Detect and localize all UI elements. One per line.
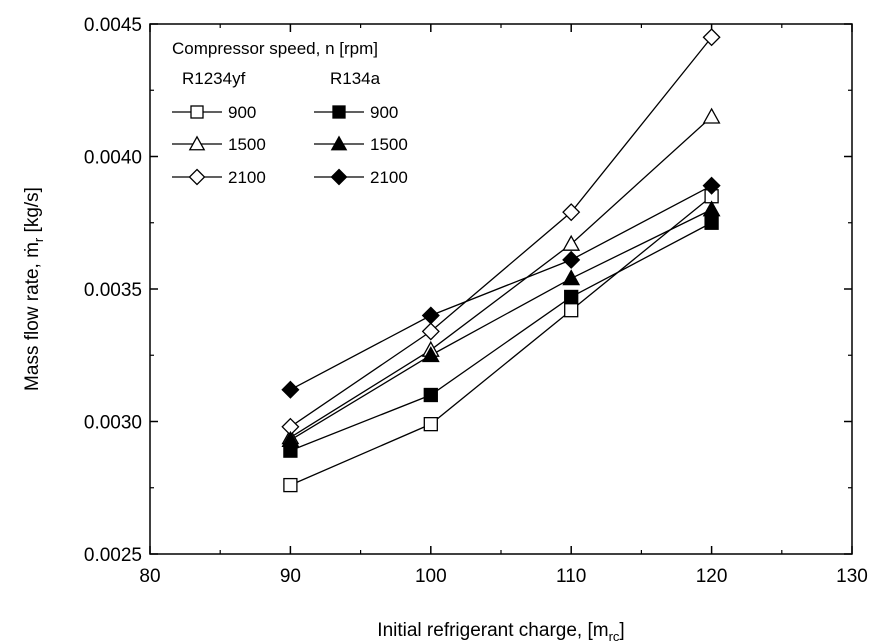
legend-header-r1234yf: R1234yf <box>182 69 246 88</box>
axis-ticks: 80 90 100 110 120 130 0.0025 0.0030 0.0035 0.0040… <box>84 15 868 587</box>
x-axis-title: Initial refrigerant charge, [mrc] <box>377 620 624 644</box>
data-point-r134a-1500 <box>702 200 721 217</box>
data-point-r134a-1500 <box>562 269 581 286</box>
legend-header-r134a: R134a <box>330 69 381 88</box>
data-point-r1234yf-1500 <box>562 234 581 251</box>
x-axis-title-main: Initial refrigerant charge, [m <box>377 620 608 641</box>
legend-label-r1234yf-900: 900 <box>228 103 256 122</box>
series-line-r1234yf-900 <box>290 195 713 486</box>
data-point-r134a-1500 <box>421 346 440 363</box>
data-point-r134a-1500 <box>281 430 300 447</box>
x-tick-label: 90 <box>280 566 301 587</box>
legend-marker-r1234yf-1500 <box>188 135 206 151</box>
y-tick-label: 0.0035 <box>84 280 142 301</box>
y-tick-label: 0.0040 <box>84 148 142 169</box>
y-tick-label: 0.0030 <box>84 413 142 434</box>
data-point-r1234yf-1500 <box>702 107 721 124</box>
legend-label-r134a-1500: 1500 <box>370 135 408 154</box>
legend-marker-r134a-2100 <box>330 168 348 186</box>
data-point-r1234yf-2100 <box>562 203 581 222</box>
x-axis-title-end: ] <box>619 620 624 641</box>
series-line-r134a-900 <box>290 222 712 452</box>
legend-marker-r134a-900 <box>332 105 346 119</box>
data-point-r134a-2100 <box>702 176 721 195</box>
x-axis-title-sub: rc <box>609 629 620 644</box>
x-tick-label: 80 <box>139 566 160 587</box>
y-axis-title-main: Mass flow rate, ṁ <box>22 242 43 391</box>
data-point-r1234yf-900 <box>283 477 298 493</box>
data-point-r134a-2100 <box>421 306 440 325</box>
y-axis-title: Mass flow rate, ṁr [kg/s] <box>22 187 46 391</box>
data-point-r1234yf-900 <box>564 303 579 318</box>
data-point-r134a-900 <box>564 289 579 305</box>
series-line-r1234yf-1500 <box>290 116 713 438</box>
data-point-r134a-2100 <box>281 380 300 399</box>
x-tick-label: 100 <box>415 566 447 587</box>
y-tick-label: 0.0025 <box>84 545 142 566</box>
x-tick-label: 110 <box>556 566 586 587</box>
x-tick-label: 120 <box>696 566 728 587</box>
legend-entries: 900 1500 2100 900 1500 2100 <box>172 103 408 187</box>
legend-label-r1234yf-1500: 1500 <box>228 135 266 154</box>
legend-title: Compressor speed, n [rpm] <box>172 39 378 58</box>
series-line-r134a-1500 <box>290 208 712 441</box>
x-tick-label: 130 <box>836 566 868 587</box>
y-axis-title-end: [kg/s] <box>22 187 43 238</box>
series-lines <box>290 36 713 486</box>
data-point-r1234yf-2100 <box>702 28 721 47</box>
legend-marker-r1234yf-2100 <box>188 168 206 186</box>
data-point-r134a-2100 <box>562 250 581 269</box>
legend-marker-r1234yf-900 <box>190 105 204 119</box>
data-point-r134a-900 <box>704 215 719 230</box>
series-line-r134a-2100 <box>290 185 712 391</box>
legend: Compressor speed, n [rpm] R1234yf R134a … <box>172 39 408 187</box>
data-point-r1234yf-900 <box>423 416 438 432</box>
data-point-r134a-900 <box>423 387 438 403</box>
series-markers <box>281 28 721 493</box>
legend-label-r1234yf-2100: 2100 <box>228 168 266 187</box>
legend-label-r134a-2100: 2100 <box>370 168 408 187</box>
legend-label-r134a-900: 900 <box>370 103 398 122</box>
y-tick-label: 0.0045 <box>84 15 142 36</box>
y-axis-title-sub: r <box>31 237 46 242</box>
series-line-r1234yf-2100 <box>290 36 713 428</box>
data-point-r1234yf-2100 <box>421 322 440 341</box>
legend-marker-r134a-1500 <box>330 135 348 151</box>
